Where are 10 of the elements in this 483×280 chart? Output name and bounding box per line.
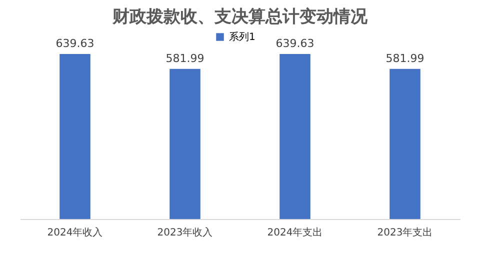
- chart-title: 财政拨款收、支决算总计变动情况: [112, 7, 368, 27]
- data-label: 581.99: [386, 52, 424, 65]
- x-tick-label: 2023年支出: [377, 226, 433, 238]
- data-label: 581.99: [166, 52, 204, 65]
- data-label: 639.63: [56, 37, 94, 50]
- x-tick-label: 2024年支出: [267, 226, 323, 238]
- data-label: 639.63: [276, 37, 314, 50]
- legend-label: 系列1: [229, 31, 256, 43]
- x-tick-label: 2024年收入: [47, 226, 103, 238]
- x-tick-label: 2023年收入: [157, 226, 213, 238]
